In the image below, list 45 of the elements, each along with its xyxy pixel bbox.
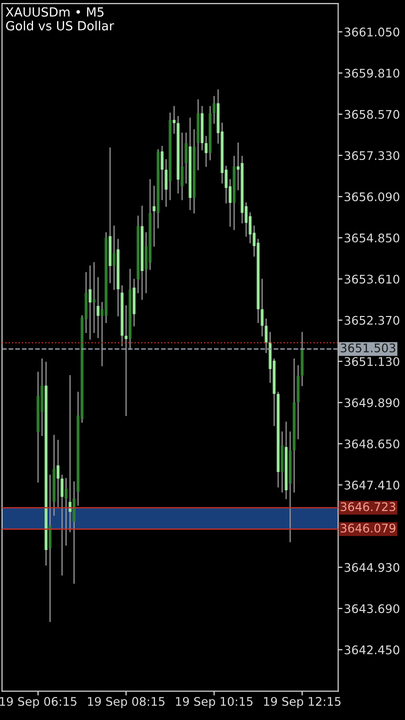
y-tick-label: 3648.650 [344,439,400,448]
ref-line-label: 3646.079 [340,524,396,533]
y-tick-label: 3644.930 [344,563,400,572]
y-tick-label: 3656.090 [344,192,400,202]
candlestick [112,226,116,290]
y-tick-label: 3649.890 [344,398,400,408]
candlestick [260,278,264,336]
candlestick [48,474,52,622]
candlestick [60,474,64,576]
candlestick [92,262,96,334]
y-tick-label: 3659.810 [344,68,400,78]
candlestick [160,146,164,200]
y-tick-label: 3658.570 [344,110,400,119]
ref-line-label: 3646.723 [340,502,396,512]
y-tick-label: 3647.410 [344,480,400,490]
candlestick [68,375,72,532]
x-tick-label: 19 Sep 10:15 [176,696,252,708]
y-tick-label: 3652.370 [344,316,400,325]
candlestick [184,132,188,184]
candlestick [204,136,208,167]
candlestick [264,318,268,353]
y-tick-label: 3661.050 [344,28,400,36]
y-tick-label: 3653.610 [344,274,400,284]
candlestick [96,277,100,338]
text: Gold vs US Dollar [6,20,114,30]
x-tick-label: 19 Sep 12:15 [264,696,341,708]
candlestick [72,481,76,584]
y-tick-label: 3651.130 [344,357,400,366]
x-tick-label: 19 Sep 06:15 [0,696,76,708]
ref-line-label: 3651.503 [340,343,396,352]
candlestick [64,478,68,546]
y-tick-label: 3643.690 [344,604,400,614]
candlestick [164,159,168,207]
candlestick [56,440,60,508]
candlestick [152,186,156,247]
candlestick [124,305,128,416]
candlestick [180,132,184,200]
x-tick-label: 19 Sep 08:15 [88,696,164,708]
y-tick-label: 3654.850 [344,234,400,242]
candlestick [88,265,92,340]
y-tick-label: 3642.450 [344,645,400,654]
y-tick-label: 3657.330 [344,151,400,160]
candlestick [212,96,216,124]
chart-title: XAUUSDm • M5 [6,7,104,17]
candlestick [172,106,176,134]
